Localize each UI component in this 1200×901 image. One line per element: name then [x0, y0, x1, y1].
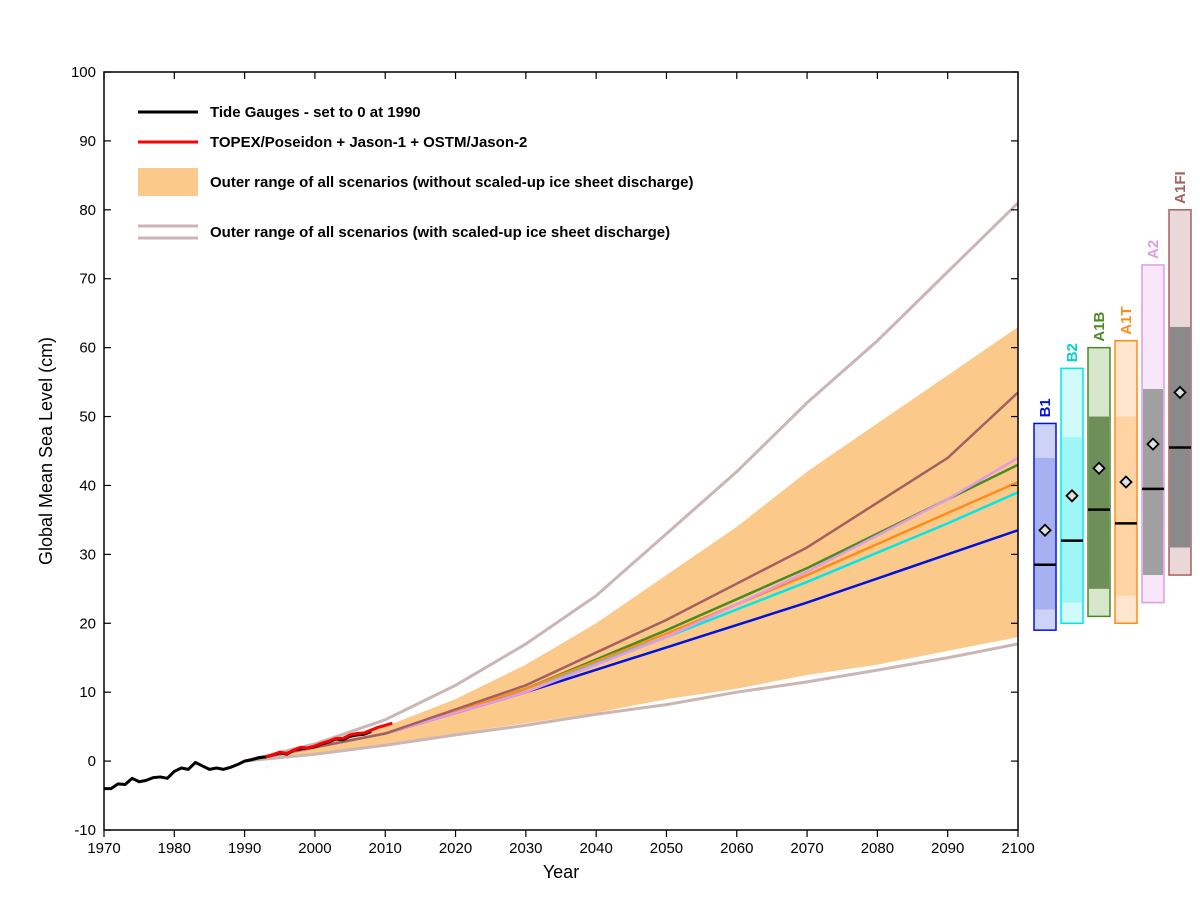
xtick-label: 2010	[369, 840, 402, 857]
xtick-label: 2030	[509, 840, 542, 857]
legend-label: TOPEX/Poseidon + Jason-1 + OSTM/Jason-2	[210, 134, 527, 151]
ytick-label: 80	[79, 202, 96, 219]
legend-label: Tide Gauges - set to 0 at 1990	[210, 104, 421, 121]
ytick-label: 40	[79, 477, 96, 494]
xtick-label: 2070	[790, 840, 823, 857]
ytick-label: 50	[79, 409, 96, 426]
scenario-bar-label: B2	[1064, 343, 1081, 362]
ytick-label: 70	[79, 271, 96, 288]
xtick-label: 2080	[861, 840, 894, 857]
scenario-bar-label: A1FI	[1172, 171, 1189, 204]
scenario-bar-inner-B2	[1062, 437, 1082, 602]
ytick-label: 0	[88, 753, 96, 770]
xtick-label: 2050	[650, 840, 683, 857]
sea-level-chart: 1970198019902000201020202030204020502060…	[0, 0, 1200, 901]
ytick-label: 60	[79, 340, 96, 357]
ytick-label: -10	[74, 822, 96, 839]
xtick-label: 2060	[720, 840, 753, 857]
scenario-bar-inner-A1B	[1089, 417, 1109, 589]
xtick-label: 1980	[158, 840, 191, 857]
scenario-bar-label: B1	[1037, 398, 1054, 417]
xtick-label: 2100	[1001, 840, 1034, 857]
ytick-label: 90	[79, 133, 96, 150]
xtick-label: 2000	[298, 840, 331, 857]
xtick-label: 1990	[228, 840, 261, 857]
ytick-label: 30	[79, 546, 96, 563]
xtick-label: 2040	[579, 840, 612, 857]
legend-swatch	[138, 168, 198, 196]
x-axis-label: Year	[543, 862, 579, 882]
xtick-label: 1970	[87, 840, 120, 857]
y-axis-label: Global Mean Sea Level (cm)	[36, 337, 56, 565]
scenario-bar-label: A2	[1145, 240, 1162, 259]
legend-label: Outer range of all scenarios (with scale…	[210, 224, 670, 241]
scenario-bar-label: A1T	[1118, 306, 1135, 334]
scenario-bar-inner-A1FI	[1170, 327, 1190, 548]
xtick-label: 2020	[439, 840, 472, 857]
scenario-bar-inner-A2	[1143, 389, 1163, 575]
scenario-bar-inner-A1T	[1116, 417, 1136, 596]
ytick-label: 100	[71, 64, 96, 81]
xtick-label: 2090	[931, 840, 964, 857]
scenario-bar-label: A1B	[1091, 311, 1108, 341]
ytick-label: 10	[79, 684, 96, 701]
ytick-label: 20	[79, 615, 96, 632]
legend-label: Outer range of all scenarios (without sc…	[210, 174, 693, 191]
